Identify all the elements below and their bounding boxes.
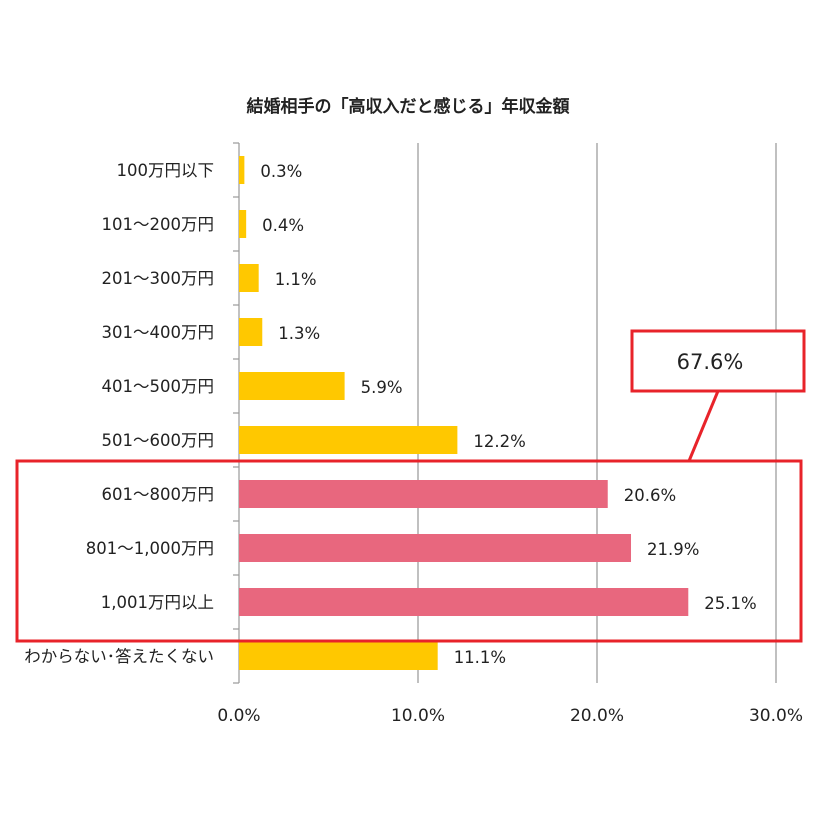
bar	[239, 426, 458, 454]
axes	[233, 142, 240, 684]
callout-annotation: 67.6%	[15, 329, 806, 643]
bar	[239, 372, 345, 400]
callout-value: 67.6%	[677, 350, 744, 374]
category-label: 601～800万円	[102, 485, 215, 504]
callout-connector	[687, 390, 720, 462]
bar	[239, 156, 245, 184]
value-label: 5.9%	[361, 378, 403, 397]
bar	[239, 210, 247, 238]
category-label: 501～600万円	[102, 431, 215, 450]
chart-title: 結婚相手の「高収入だと感じる」年収金額	[247, 96, 570, 117]
bar	[239, 264, 259, 292]
value-label: 1.1%	[275, 270, 317, 289]
value-label: 25.1%	[704, 594, 756, 613]
x-tick-label: 0.0%	[217, 706, 260, 726]
callout-box	[630, 329, 806, 393]
bar	[239, 534, 632, 562]
value-label: 0.3%	[260, 162, 302, 181]
x-tick-label: 10.0%	[391, 706, 445, 726]
value-label: 0.4%	[262, 216, 304, 235]
category-label: わからない･答えたくない	[24, 647, 214, 666]
value-label: 1.3%	[278, 324, 320, 343]
value-label: 21.9%	[647, 540, 699, 559]
value-label: 12.2%	[473, 432, 525, 451]
bar	[239, 642, 438, 670]
category-label: 301～400万円	[102, 323, 215, 342]
value-label: 20.6%	[624, 486, 676, 505]
x-tick-label: 20.0%	[570, 706, 624, 726]
x-tick-label: 30.0%	[749, 706, 803, 726]
category-label: 1,001万円以上	[101, 593, 214, 612]
category-label: 401～500万円	[102, 377, 215, 396]
bar	[239, 318, 263, 346]
labels: 0.0% 10.0% 20.0% 30.0% 100万円以下 0.3% 101～200万円 0…	[24, 161, 803, 726]
bars	[239, 156, 689, 670]
value-label: 11.1%	[454, 648, 506, 667]
highlight-frame	[15, 459, 803, 643]
bar	[239, 588, 689, 616]
bar	[239, 480, 608, 508]
category-label: 801～1,000万円	[86, 539, 214, 558]
category-label: 201～300万円	[102, 269, 215, 288]
category-label: 101～200万円	[102, 215, 215, 234]
category-label: 100万円以下	[117, 161, 215, 180]
